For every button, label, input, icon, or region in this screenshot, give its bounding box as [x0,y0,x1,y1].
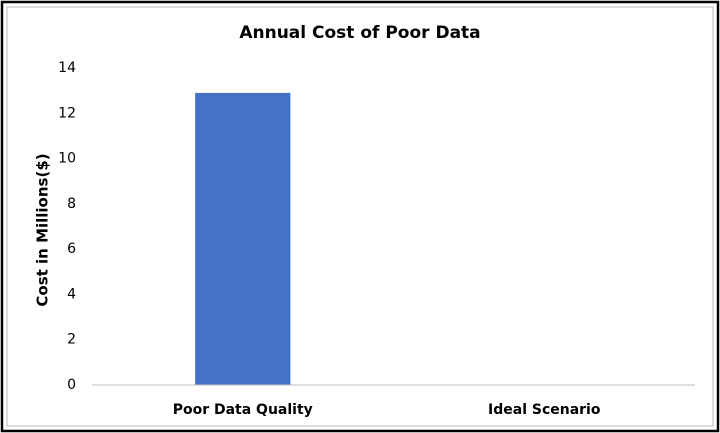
y-tick-label: 10 [58,151,76,167]
chart-title: Annual Cost of Poor Data [239,23,480,43]
x-tick-label: Ideal Scenario [488,402,601,418]
y-tick-label: 12 [58,105,76,121]
y-tick-label: 4 [67,286,76,302]
y-tick-label: 14 [58,60,76,76]
x-tick-label: Poor Data Quality [173,402,313,418]
y-tick-label: 2 [67,332,76,348]
plot-frame [6,6,714,427]
bar [195,92,291,386]
y-axis-label: Cost in Millions($) [34,153,52,306]
y-tick-label: 6 [67,241,76,257]
y-tick-label: 0 [67,377,76,393]
y-tick-label: 8 [67,196,76,212]
